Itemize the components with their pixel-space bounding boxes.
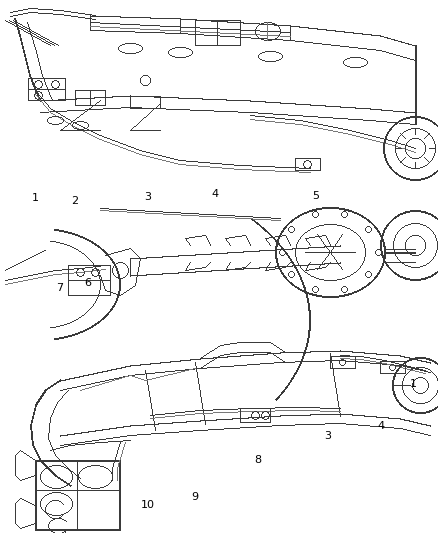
Text: 3: 3 bbox=[325, 431, 332, 441]
Text: 2: 2 bbox=[71, 196, 78, 206]
Text: 1: 1 bbox=[410, 379, 417, 389]
Text: 7: 7 bbox=[57, 283, 64, 293]
Text: 8: 8 bbox=[254, 455, 261, 465]
Text: 9: 9 bbox=[191, 492, 198, 502]
Text: 6: 6 bbox=[85, 278, 92, 288]
Text: 4: 4 bbox=[378, 421, 385, 431]
Text: 5: 5 bbox=[312, 191, 319, 201]
Text: 4: 4 bbox=[212, 189, 219, 199]
Text: 10: 10 bbox=[141, 500, 155, 510]
Text: 3: 3 bbox=[145, 192, 152, 202]
Text: 1: 1 bbox=[32, 193, 39, 203]
